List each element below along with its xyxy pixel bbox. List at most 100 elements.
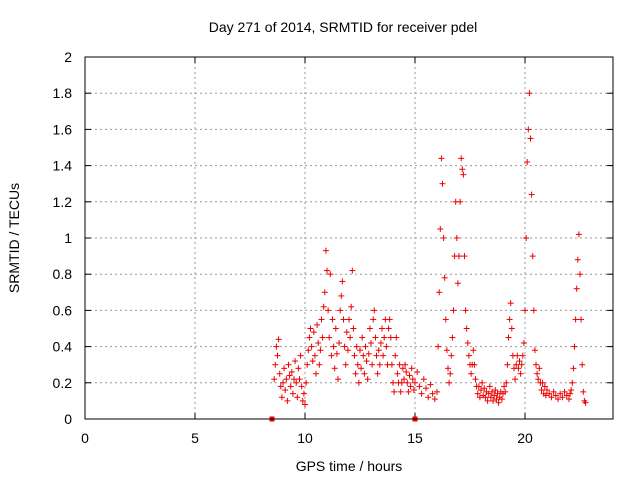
data-point — [373, 352, 380, 359]
data-point — [579, 361, 586, 368]
data-point — [520, 339, 527, 346]
data-point — [522, 307, 528, 314]
data-point — [408, 365, 415, 372]
data-point — [366, 325, 373, 332]
data-point — [525, 126, 532, 133]
tick-labels: 00.20.40.60.811.21.41.61.820 5 10 15 20 — [53, 49, 533, 446]
data-point — [538, 387, 545, 394]
data-point — [383, 343, 390, 350]
data-point — [487, 394, 494, 401]
data-point — [348, 303, 355, 310]
data-point — [350, 325, 357, 332]
data-point — [347, 334, 354, 341]
data-point — [550, 388, 557, 395]
data-point — [294, 394, 301, 401]
data-point — [425, 394, 432, 401]
data-point — [402, 361, 409, 368]
data-point — [461, 253, 468, 260]
data-point — [311, 352, 318, 359]
data-point — [479, 379, 486, 386]
data-point — [478, 387, 484, 394]
data-point — [514, 352, 521, 359]
data-point — [370, 316, 377, 323]
data-point — [278, 394, 285, 401]
data-point — [552, 392, 559, 399]
y-tick-label: 1.4 — [53, 158, 73, 174]
data-point — [439, 180, 446, 187]
data-point — [375, 347, 382, 354]
data-point — [403, 368, 410, 375]
data-point — [481, 385, 488, 392]
data-point — [331, 365, 338, 372]
data-point — [503, 379, 510, 386]
data-point — [333, 350, 340, 357]
data-point — [527, 135, 534, 142]
data-point — [435, 343, 442, 350]
data-point — [273, 343, 280, 350]
data-point — [463, 325, 470, 332]
data-point — [281, 365, 288, 372]
data-point — [502, 388, 509, 395]
data-point — [335, 376, 341, 383]
data-point — [580, 388, 587, 395]
data-point — [316, 361, 323, 368]
data-point — [578, 316, 585, 323]
data-point — [329, 316, 336, 323]
data-point — [359, 334, 366, 341]
data-point — [362, 343, 369, 350]
x-tick-label: 20 — [517, 430, 533, 446]
data-point — [309, 358, 316, 365]
data-point — [295, 365, 302, 372]
data-point — [338, 292, 345, 299]
data-point — [308, 343, 315, 350]
y-tick-label: 1 — [64, 230, 72, 246]
data-point — [360, 352, 367, 359]
y-tick-label: 0.8 — [53, 266, 73, 282]
data-point — [314, 321, 321, 328]
data-point — [391, 388, 398, 395]
data-point — [388, 361, 395, 368]
x-tick-label: 10 — [297, 430, 313, 446]
data-point — [437, 225, 444, 232]
data-point — [492, 387, 499, 394]
data-point — [287, 383, 294, 390]
data-point — [544, 387, 550, 394]
data-point — [416, 383, 423, 390]
x-tick-label: 15 — [407, 430, 423, 446]
data-point — [322, 247, 329, 254]
data-point — [397, 388, 404, 395]
tick-layer — [84, 56, 613, 420]
data-point — [393, 334, 400, 341]
data-point — [523, 235, 530, 241]
data-point — [342, 361, 349, 368]
data-point — [321, 289, 328, 296]
data-point — [475, 383, 482, 390]
data-point — [358, 365, 365, 372]
data-point — [387, 334, 394, 341]
data-point — [519, 352, 526, 359]
data-point — [407, 383, 414, 390]
data-point — [286, 372, 293, 379]
data-point — [292, 358, 299, 365]
data-point — [450, 307, 457, 314]
data-point — [315, 339, 322, 346]
data-point — [280, 379, 286, 386]
data-point — [324, 267, 330, 274]
data-point — [453, 235, 460, 241]
data-point — [434, 388, 440, 395]
data-point — [535, 376, 542, 383]
data-point — [468, 370, 475, 377]
data-point — [352, 370, 359, 377]
data-point — [465, 352, 472, 359]
data-point — [528, 191, 535, 198]
data-point — [577, 271, 583, 278]
data-point — [299, 397, 306, 404]
data-point — [307, 325, 314, 332]
data-point — [306, 334, 313, 341]
data-point — [414, 368, 421, 375]
data-point — [559, 394, 566, 401]
data-point — [445, 365, 451, 372]
data-point — [346, 316, 352, 323]
data-point — [325, 307, 332, 314]
